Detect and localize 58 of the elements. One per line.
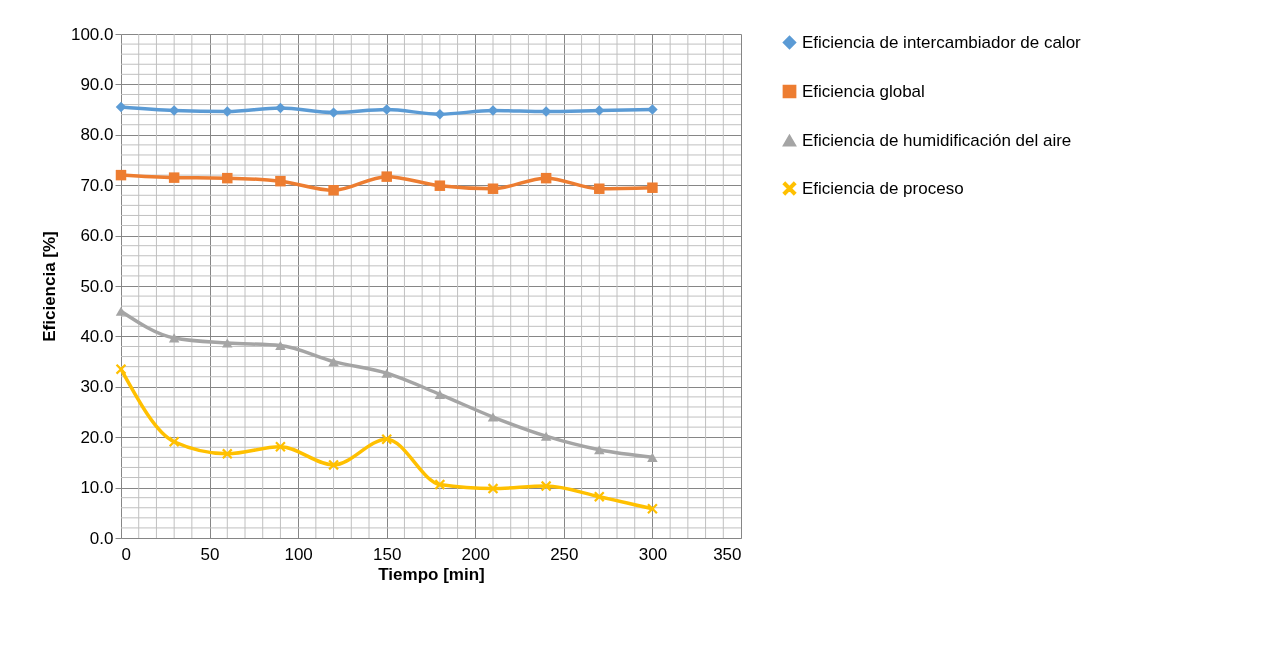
x-axis-title: Tiempo [min]: [378, 564, 485, 584]
point: [275, 340, 286, 351]
point: [647, 503, 658, 515]
point: [594, 183, 605, 194]
point: [487, 183, 499, 194]
point: [540, 172, 552, 184]
point: [168, 436, 180, 447]
point: [328, 185, 339, 196]
y-tick-label: 30.0: [80, 377, 114, 397]
x-tick-label: 0: [121, 544, 131, 564]
point: [540, 480, 552, 492]
y-tick-label: 10.0: [80, 478, 114, 498]
point: [594, 445, 605, 455]
point: [275, 441, 286, 453]
x-tick-label: 50: [200, 544, 220, 564]
point: [540, 431, 552, 441]
point: [487, 412, 499, 422]
y-tick-label: 50.0: [80, 276, 114, 296]
y-tick-label: 70.0: [80, 175, 114, 195]
legend-label: Eficiencia de intercambiador de calor: [802, 32, 1082, 52]
point: [594, 491, 605, 502]
y-tick-label: 100.0: [70, 24, 114, 44]
y-axis-title: Eficiencia [%]: [39, 231, 59, 342]
point: [328, 357, 339, 367]
y-tick-label: 20.0: [80, 427, 114, 447]
point: [487, 483, 499, 494]
x-tick-label: 250: [550, 544, 579, 564]
point: [168, 333, 180, 343]
point: [328, 459, 339, 471]
point: [168, 172, 180, 183]
legend-label: Eficiencia global: [802, 81, 925, 101]
point: [647, 452, 658, 462]
point: [115, 363, 127, 375]
y-tick-label: 90.0: [80, 74, 114, 94]
point: [381, 171, 392, 182]
point: [115, 169, 127, 181]
point: [647, 104, 658, 115]
point: [275, 175, 286, 187]
point: [275, 102, 286, 114]
x-tick-label: 100: [284, 544, 313, 564]
point: [434, 180, 446, 191]
y-tick-label: 40.0: [80, 326, 114, 346]
point: [647, 182, 658, 193]
y-tick-label: 0.0: [89, 528, 114, 548]
point: [381, 368, 392, 378]
x-tick-label: 200: [461, 544, 490, 564]
point: [222, 172, 233, 184]
legend-label: Eficiencia de humidificación del aire: [802, 130, 1072, 150]
point: [381, 433, 392, 445]
point: [434, 479, 446, 490]
y-tick-label: 80.0: [80, 125, 114, 145]
x-tick-label: 350: [713, 544, 742, 564]
point: [434, 389, 446, 399]
x-tick-label: 300: [638, 544, 668, 564]
point: [222, 448, 233, 460]
y-tick-label: 60.0: [80, 226, 114, 246]
x-tick-label: 150: [373, 544, 402, 564]
legend-label: Eficiencia de proceso: [802, 178, 964, 198]
